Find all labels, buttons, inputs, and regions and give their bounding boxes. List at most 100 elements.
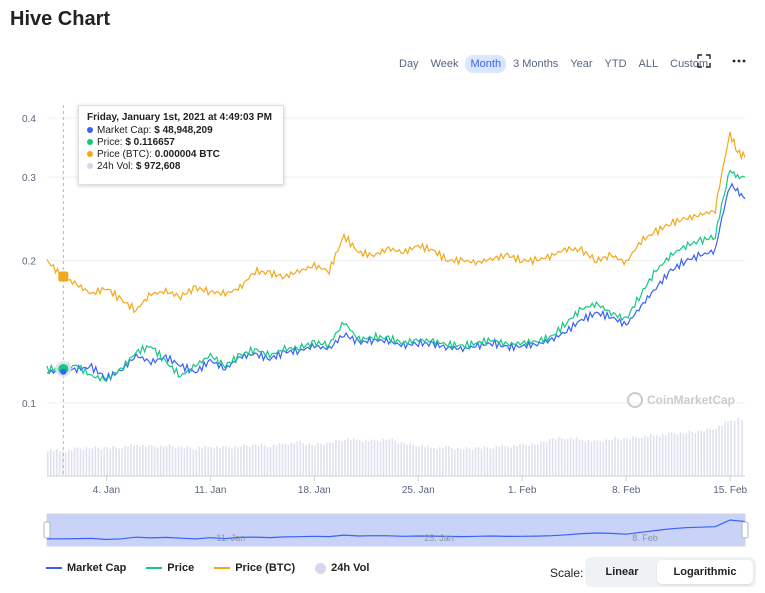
y-tick-label: 0.1 bbox=[22, 399, 36, 410]
volume-bar bbox=[599, 441, 602, 476]
volume-bar bbox=[724, 421, 726, 476]
range-all-button[interactable]: ALL bbox=[638, 58, 659, 70]
tooltip-row: Price: $ 0.116657 bbox=[87, 137, 275, 149]
expand-icon[interactable] bbox=[694, 54, 714, 74]
tooltip-value: $ 48,948,209 bbox=[154, 125, 213, 136]
volume-bar bbox=[584, 441, 587, 476]
volume-bar bbox=[177, 446, 180, 476]
volume-bar bbox=[127, 446, 129, 476]
volume-bar bbox=[88, 448, 91, 476]
volume-bar bbox=[593, 440, 596, 476]
volume-bar bbox=[67, 449, 70, 476]
volume-bar bbox=[572, 439, 575, 476]
volume-bar bbox=[433, 448, 435, 476]
volume-bar bbox=[109, 448, 111, 476]
volume-bar bbox=[554, 439, 557, 476]
tooltip-dot-icon bbox=[87, 127, 93, 134]
volume-bar bbox=[712, 429, 714, 476]
volume-bar bbox=[445, 446, 447, 476]
volume-bar bbox=[174, 448, 177, 476]
volume-bar bbox=[504, 446, 507, 476]
volume-bar bbox=[272, 444, 275, 476]
range-week-button[interactable]: Week bbox=[430, 58, 459, 70]
volume-bar bbox=[335, 439, 337, 476]
legend-swatch-icon bbox=[146, 567, 163, 569]
volume-bar bbox=[58, 450, 61, 476]
coinmarketcap-logo-icon bbox=[627, 392, 643, 408]
volume-bar bbox=[171, 446, 174, 476]
volume-bar bbox=[638, 438, 640, 476]
tooltip-value: $ 972,608 bbox=[135, 161, 181, 172]
scale-linear-button[interactable]: Linear bbox=[605, 566, 639, 578]
volume-bar bbox=[361, 441, 364, 476]
volume-bar bbox=[317, 443, 319, 476]
volume-bar bbox=[688, 430, 691, 476]
more-icon[interactable] bbox=[729, 54, 749, 74]
volume-bar bbox=[400, 442, 403, 476]
volume-bar bbox=[168, 444, 171, 476]
volume-bar bbox=[608, 440, 610, 476]
volume-bar bbox=[652, 435, 655, 476]
volume-bar bbox=[260, 443, 263, 476]
legend-item[interactable]: 24h Vol bbox=[315, 562, 369, 574]
volume-bar bbox=[355, 439, 358, 476]
volume-bar bbox=[189, 447, 192, 476]
volume-bar bbox=[103, 447, 106, 476]
volume-bar bbox=[251, 444, 254, 476]
legend-label: Price (BTC) bbox=[235, 562, 296, 574]
volume-bar bbox=[676, 434, 679, 476]
volume-bar bbox=[243, 444, 245, 476]
tooltip-dot-icon bbox=[87, 151, 93, 158]
volume-bar bbox=[130, 444, 132, 476]
x-tick-label: 1. Feb bbox=[508, 485, 537, 496]
volume-bar bbox=[302, 443, 305, 476]
volume-bar bbox=[409, 442, 411, 476]
volume-bar bbox=[614, 437, 616, 476]
volume-bar bbox=[394, 440, 397, 476]
range-3-months-button[interactable]: 3 Months bbox=[513, 58, 559, 70]
volume-bar bbox=[658, 436, 661, 476]
volume-bar bbox=[358, 440, 361, 476]
range-year-button[interactable]: Year bbox=[570, 58, 593, 70]
scale-logarithmic-button[interactable]: Logarithmic bbox=[657, 560, 753, 584]
volume-bar bbox=[587, 440, 590, 476]
chart-legend: Market Cap Price Price (BTC) 24h Vol bbox=[46, 562, 389, 574]
legend-item[interactable]: Price (BTC) bbox=[214, 562, 295, 574]
volume-bar bbox=[346, 438, 349, 476]
volume-bar bbox=[186, 446, 189, 476]
volume-bar bbox=[382, 439, 385, 476]
volume-bar bbox=[551, 438, 554, 476]
volume-bar bbox=[730, 420, 732, 476]
navigator-handle[interactable] bbox=[741, 521, 749, 539]
volume-bar bbox=[195, 449, 198, 476]
volume-bar bbox=[456, 447, 459, 476]
navigator-handle[interactable] bbox=[43, 521, 51, 539]
tooltip-value: 0.000004 BTC bbox=[154, 149, 220, 160]
volume-bar bbox=[406, 444, 408, 476]
volume-bar bbox=[388, 439, 391, 476]
volume-bar bbox=[447, 445, 450, 476]
volume-bar bbox=[153, 446, 156, 476]
volume-bar bbox=[222, 445, 224, 476]
volume-bar bbox=[257, 445, 260, 476]
navigator-line bbox=[46, 519, 746, 541]
legend-item[interactable]: Price bbox=[146, 562, 194, 574]
volume-bar bbox=[296, 441, 299, 476]
volume-bar bbox=[462, 449, 465, 476]
volume-bar bbox=[266, 446, 269, 476]
volume-bar bbox=[534, 444, 536, 476]
volume-bar bbox=[94, 446, 97, 476]
volume-bar bbox=[397, 443, 400, 476]
volume-bar bbox=[427, 445, 429, 476]
volume-bar bbox=[641, 437, 643, 476]
volume-bar bbox=[150, 445, 153, 476]
volume-bar bbox=[492, 448, 495, 476]
range-ytd-button[interactable]: YTD bbox=[604, 58, 627, 70]
legend-label: Price bbox=[167, 562, 195, 574]
volume-bar bbox=[465, 447, 468, 476]
legend-item[interactable]: Market Cap bbox=[46, 562, 126, 574]
range-month-button[interactable]: Month bbox=[465, 55, 507, 73]
legend-label: 24h Vol bbox=[331, 562, 370, 574]
range-day-button[interactable]: Day bbox=[399, 58, 419, 70]
